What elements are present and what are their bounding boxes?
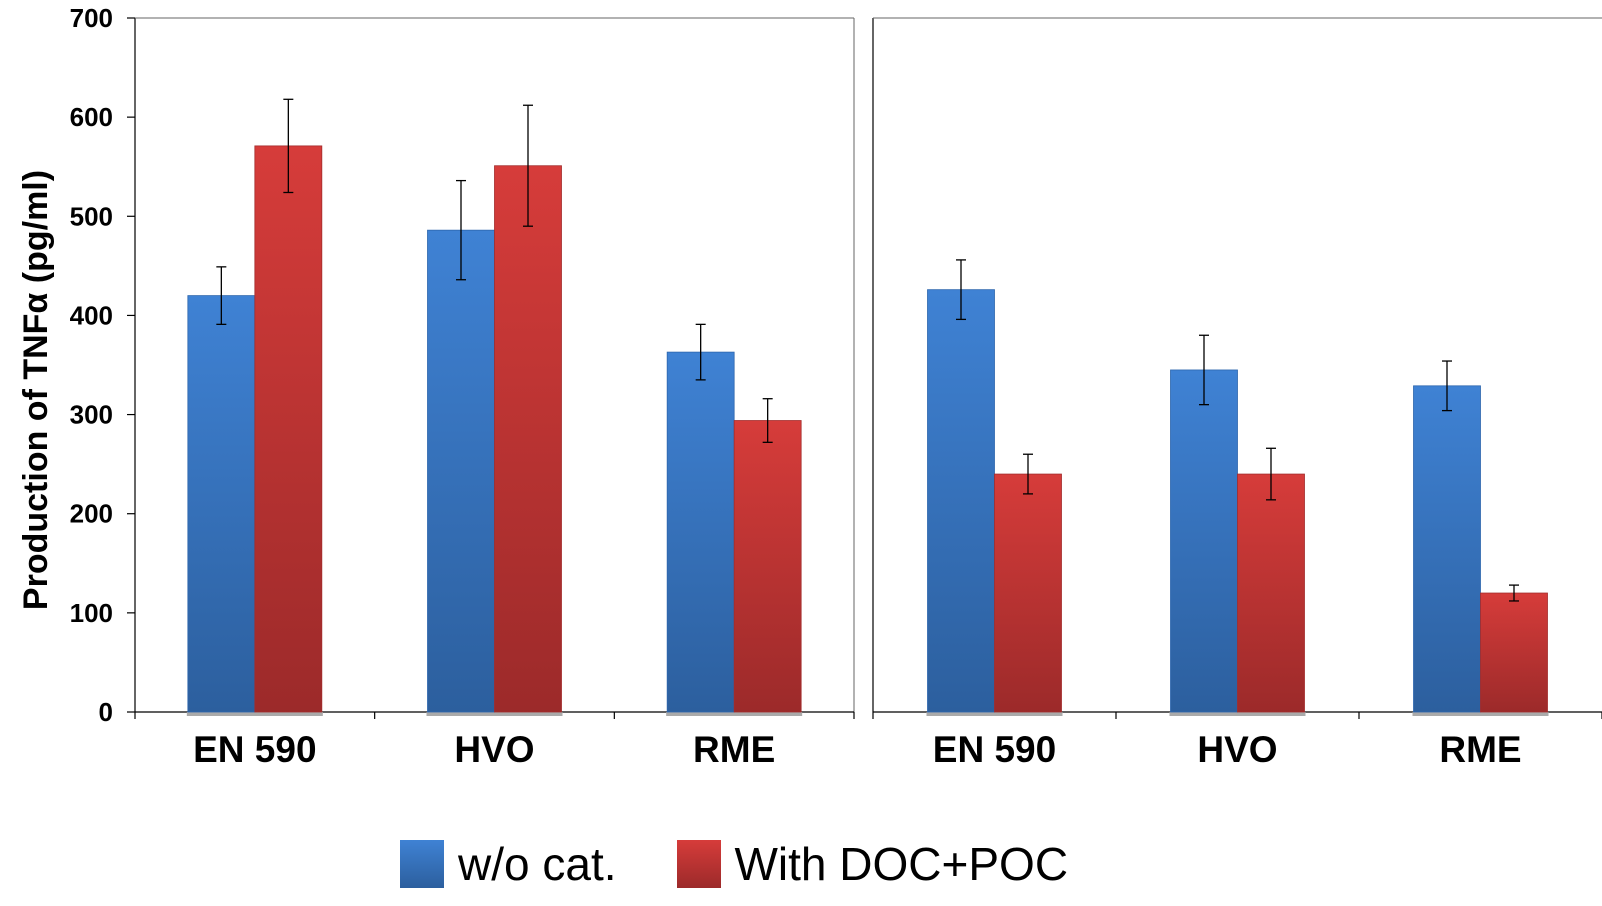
bar-with-doc-poc <box>1237 473 1305 713</box>
y-tick-label: 400 <box>70 300 113 330</box>
bar-wo-cat <box>1170 369 1238 713</box>
legend-item-wo-cat: w/o cat. <box>400 837 617 891</box>
bar-base-shadow <box>426 712 563 716</box>
x-category-label: EN 590 <box>933 729 1056 770</box>
bar-with-doc-poc <box>1480 592 1548 713</box>
bar-base-shadow <box>1169 712 1306 716</box>
y-tick-label: 500 <box>70 201 113 231</box>
bar-with-doc-poc <box>254 145 323 713</box>
bar-base-shadow <box>666 712 803 716</box>
x-category-label: EN 590 <box>193 729 316 770</box>
y-tick-label: 200 <box>70 499 113 529</box>
bar-base-shadow <box>186 712 323 716</box>
bar-with-doc-poc <box>994 473 1062 713</box>
y-axis-label: Production of TNFα (pg/ml) <box>17 170 55 610</box>
bar-wo-cat <box>666 351 735 713</box>
bar-base-shadow <box>1412 712 1549 716</box>
bar-with-doc-poc <box>733 420 802 713</box>
bar-wo-cat <box>1413 385 1481 713</box>
legend-label-with-doc-poc: With DOC+POC <box>734 838 1069 890</box>
x-category-label: HVO <box>454 729 534 770</box>
x-category-label: RME <box>1439 729 1521 770</box>
y-tick-label: 100 <box>70 598 113 628</box>
x-category-label: HVO <box>1197 729 1277 770</box>
bar-wo-cat <box>427 229 495 713</box>
y-tick-label: 300 <box>70 400 113 430</box>
y-tick-label: 600 <box>70 102 113 132</box>
bar-with-doc-poc <box>494 165 562 713</box>
legend-item-with-doc-poc: With DOC+POC <box>676 837 1069 891</box>
bar-wo-cat <box>187 295 256 713</box>
legend-swatch-red <box>676 840 721 888</box>
legend-swatch-blue <box>400 840 444 888</box>
x-category-label: RME <box>693 729 775 770</box>
y-tick-label: 0 <box>99 697 113 727</box>
bar-wo-cat <box>927 289 995 713</box>
legend: w/o cat. With DOC+POC <box>400 836 1068 892</box>
legend-label-wo-cat: w/o cat. <box>458 838 617 890</box>
bar-base-shadow <box>926 712 1063 716</box>
y-tick-label: 700 <box>70 3 113 33</box>
